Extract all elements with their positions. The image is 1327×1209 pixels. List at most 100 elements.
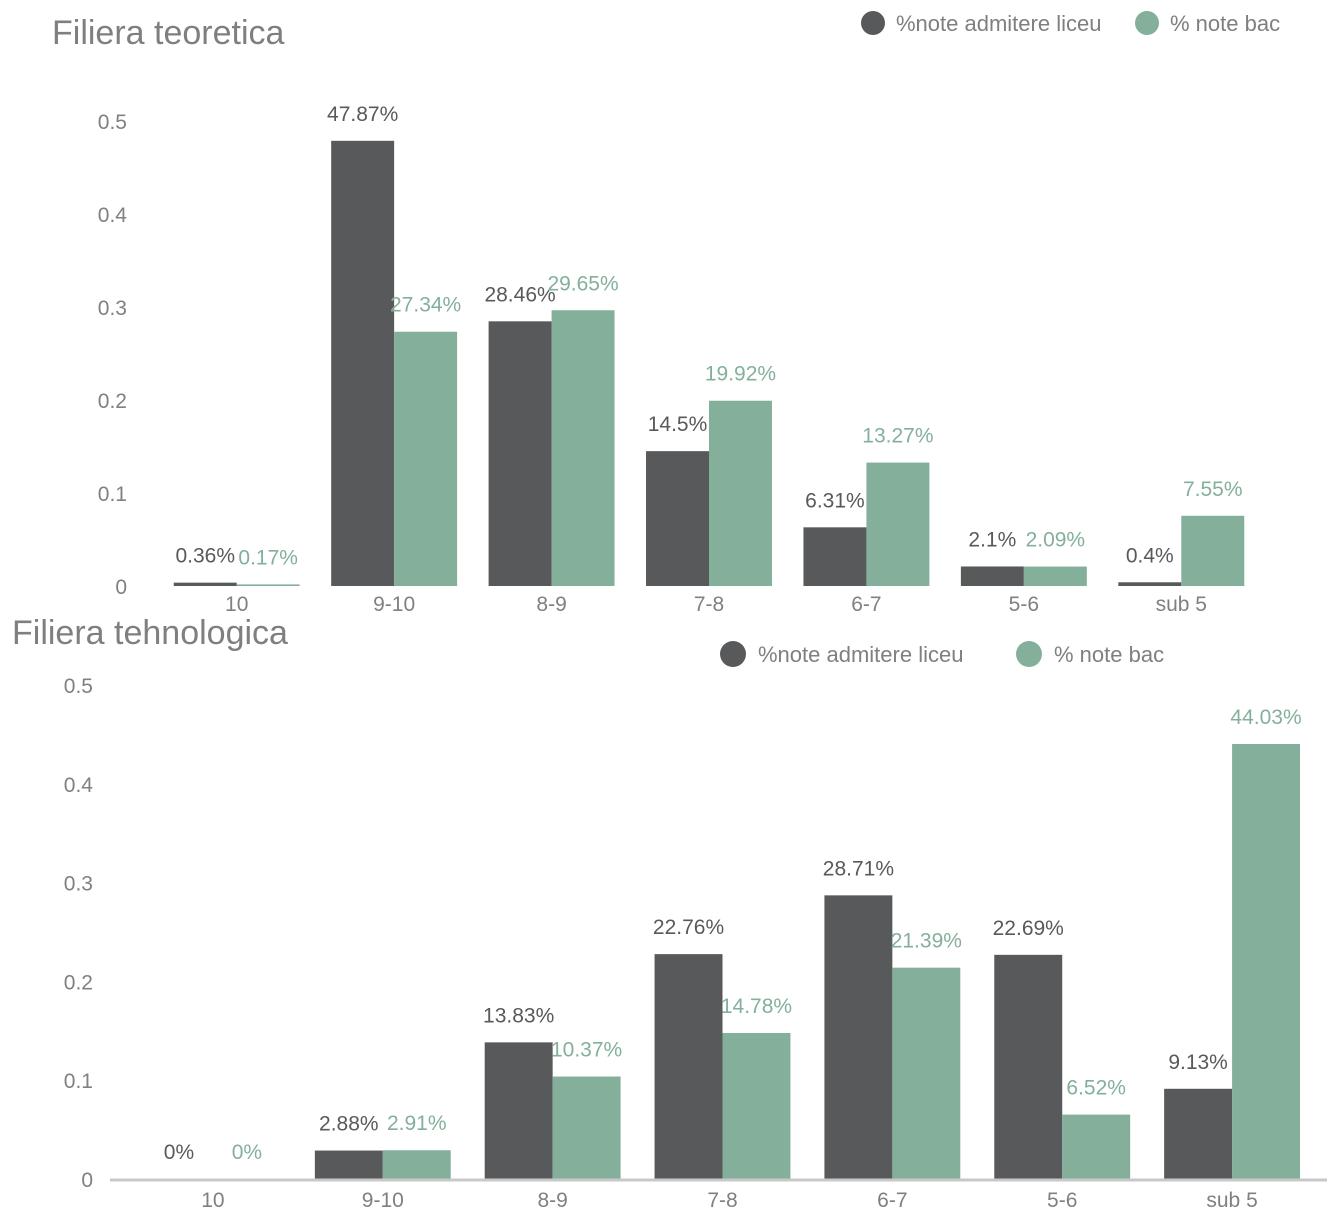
x-tick-label: 6-7 [851,593,881,616]
chart-title: Filiera tehnologica [12,614,288,652]
data-label-admitere: 47.87% [327,103,398,126]
x-tick-label: 7-8 [707,1189,737,1209]
y-tick-label: 0.4 [98,204,128,227]
y-tick-label: 0.4 [64,774,94,797]
data-label-admitere: 14.5% [648,413,708,436]
x-tick-label: sub 5 [1206,1189,1257,1209]
bar-admitere [484,1042,553,1179]
data-label-admitere: 0.36% [175,545,235,568]
bar-admitere [646,451,709,586]
legend-swatch-bac [1135,11,1159,35]
data-label-bac: 6.52% [1066,1077,1126,1100]
bar-admitere [654,954,723,1179]
legend-swatch-admitere [720,641,746,667]
bar-admitere [488,321,552,586]
legend-label-admitere: %note admitere liceu [896,11,1101,36]
y-axis: 0 0.1 0.2 0.3 0.4 0.5 [64,675,94,1192]
bar-admitere [1118,582,1182,586]
bar-bac [866,462,930,586]
y-tick-label: 0.1 [64,1070,93,1093]
bar-bac [551,310,615,586]
bar-bac [1023,566,1087,586]
x-tick-label: 10 [225,593,248,616]
chart-title: Filiera teoretica [52,14,285,52]
bar-bac [1062,1114,1131,1179]
x-axis: 10 9-10 8-9 7-8 6-7 5-6 sub 5 [110,1178,1327,1209]
data-label-bac: 2.09% [1026,529,1086,552]
bar-bac [236,584,300,586]
x-tick-label: 9-10 [373,593,415,616]
legend-label-admitere: %note admitere liceu [758,642,963,667]
bar-admitere [173,582,237,586]
data-label-bac: 44.03% [1230,706,1301,729]
legend-label-bac: % note bac [1054,642,1164,667]
chart-filiera-tehnologica: Filiera tehnologica %note admitere liceu… [12,614,1327,1209]
data-label-bac: 13.27% [862,425,933,448]
x-tick-label: 5-6 [1009,593,1039,616]
legend: %note admitere liceu % note bac [720,641,1164,667]
data-label-bac: 14.78% [721,995,792,1018]
bar-bac [1232,743,1301,1179]
x-tick-label: 6-7 [877,1189,907,1209]
bar-admitere [824,895,893,1179]
data-label-admitere: 13.83% [483,1004,554,1027]
bars: 0% 0% 2.88% 2.91% 13.83% 10.37% 22.76% 14.78% 28… [164,706,1302,1179]
y-tick-label: 0 [81,1169,93,1192]
data-label-admitere: 28.46% [484,283,555,306]
x-tick-label: 5-6 [1047,1189,1077,1209]
data-label-bac: 29.65% [547,272,618,295]
y-tick-label: 0.3 [64,873,93,896]
y-tick-label: 0.5 [98,111,127,134]
bar-bac [709,400,772,586]
legend-label-bac: % note bac [1170,11,1280,36]
y-tick-label: 0.3 [98,297,127,320]
chart-filiera-teoretica: Filiera teoretica %note admitere liceu %… [52,11,1280,616]
bar-admitere [994,954,1063,1179]
x-tick-label: 8-9 [536,593,566,616]
y-tick-label: 0.2 [64,971,93,994]
data-label-bac: 27.34% [390,294,461,317]
data-label-bac: 19.92% [705,363,776,386]
y-tick-label: 0.1 [98,483,127,506]
data-label-admitere: 6.31% [805,489,865,512]
legend-swatch-admitere [861,11,885,35]
data-label-admitere: 0.4% [1126,544,1174,567]
data-label-admitere: 9.13% [1168,1051,1228,1074]
data-label-bac: 7.55% [1183,478,1243,501]
bar-admitere [960,566,1024,586]
x-axis: 10 9-10 8-9 7-8 6-7 5-6 sub 5 [225,593,1207,616]
x-tick-label: 10 [201,1189,224,1209]
data-label-admitere: 2.88% [319,1113,379,1136]
bar-admitere [331,140,395,586]
y-axis: 0 0.1 0.2 0.3 0.4 0.5 [98,111,128,599]
data-label-bac: 10.37% [551,1039,622,1062]
bar-bac [552,1076,621,1179]
y-tick-label: 0 [115,576,127,599]
data-label-admitere: 28.71% [823,857,894,880]
data-label-bac: 21.39% [891,930,962,953]
bar-bac [394,331,458,586]
bar-bac [722,1032,791,1179]
x-tick-label: 7-8 [694,593,724,616]
bar-admitere [314,1150,383,1179]
data-label-admitere: 2.1% [968,528,1016,551]
bar-bac [1181,515,1245,586]
data-label-bac: 2.91% [387,1112,447,1135]
data-label-admitere: 22.76% [653,916,724,939]
data-label-bac: 0% [232,1141,262,1164]
x-tick-label: 8-9 [537,1189,567,1209]
bar-bac [892,967,961,1179]
legend-swatch-bac [1016,641,1042,667]
y-tick-label: 0.5 [64,675,93,698]
legend: %note admitere liceu % note bac [861,11,1280,36]
data-label-admitere: 0% [164,1141,194,1164]
y-tick-label: 0.2 [98,390,127,413]
bar-bac [382,1150,451,1179]
x-tick-label: 9-10 [362,1189,404,1209]
data-label-bac: 0.17% [238,546,298,569]
bars: 0.36% 0.17% 47.87% 27.34% 28.46%29.65% 14.5% 1… [173,103,1245,586]
x-tick-label: sub 5 [1156,593,1207,616]
bar-admitere [803,527,867,586]
bar-admitere [1164,1088,1233,1179]
